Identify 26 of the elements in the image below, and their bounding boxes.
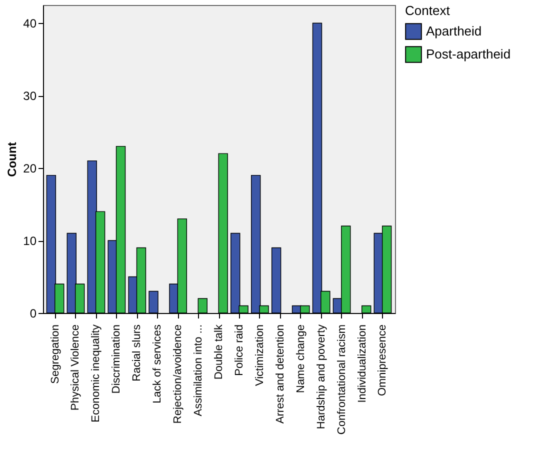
y-tick-label: 40: [23, 16, 37, 31]
x-tick-label: Double talk: [213, 324, 225, 380]
x-tick-label: Arrest and detention: [274, 324, 286, 424]
x-tick-label: Confrontational racism: [336, 324, 348, 435]
x-tick-label: Segregation: [49, 324, 62, 384]
x-tick-label: Individualization: [356, 324, 368, 403]
x-tick-label: Name change: [294, 324, 307, 393]
legend-label: Post-apartheid: [426, 46, 511, 62]
y-axis-title: Count: [5, 142, 20, 177]
y-tick-label: 10: [23, 234, 37, 248]
x-tick-label: Discrimination: [110, 324, 123, 394]
x-tick-label: Omnipresence: [376, 324, 389, 396]
x-tick-label: Victimization: [254, 324, 266, 386]
y-tick-label: 30: [23, 89, 37, 104]
legend-title: Context: [405, 3, 450, 18]
x-tick-label: Police raid: [233, 324, 246, 376]
x-tick-label: Economic inequality: [90, 324, 102, 422]
legend-label: Apartheid: [426, 24, 482, 38]
x-tick-label: Rejection/avoidence: [172, 324, 184, 424]
y-tick-label: 20: [23, 162, 37, 176]
x-tick-label: Racial slurs: [131, 324, 144, 382]
y-tick-label: 0: [30, 306, 37, 320]
x-tick-label: Hardship and poverty: [315, 324, 328, 430]
x-tick-label: Assimilation into ...: [192, 324, 205, 416]
x-tick-label: Lack of services: [152, 324, 164, 404]
x-tick-label: Physical Violence: [70, 324, 82, 411]
